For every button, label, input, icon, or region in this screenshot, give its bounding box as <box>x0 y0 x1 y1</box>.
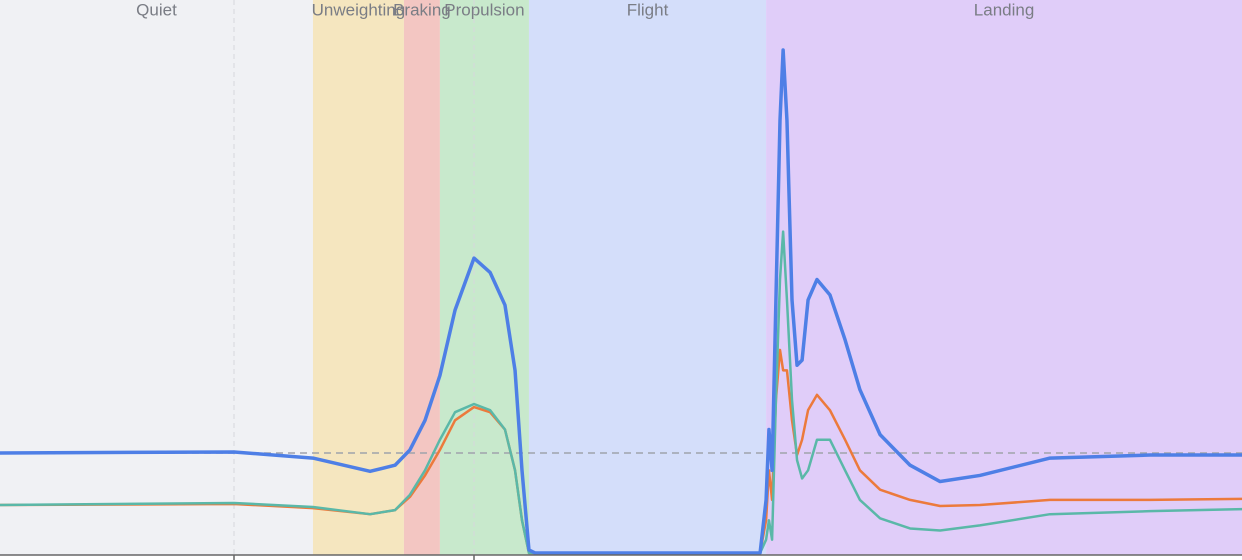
phase-band <box>0 0 313 555</box>
phase-label: Flight <box>627 0 669 19</box>
phase-label: Braking <box>393 0 451 19</box>
phase-band <box>528 0 767 555</box>
phase-label: Quiet <box>136 0 177 19</box>
series-line <box>0 48 1242 555</box>
phase-band <box>312 0 404 555</box>
phase-band <box>403 0 440 555</box>
phase-label: Propulsion <box>444 0 524 19</box>
series-line <box>0 230 1242 555</box>
phase-label: Unweighting <box>312 0 406 19</box>
phase-band <box>766 0 1242 555</box>
phase-label: Landing <box>974 0 1035 19</box>
